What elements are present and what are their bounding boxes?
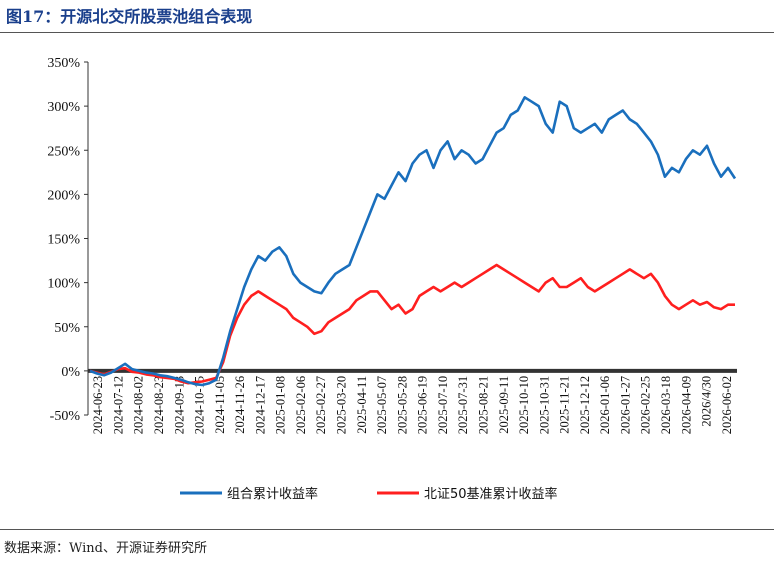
index-series-line: [89, 263, 735, 385]
x-tick-label: 2024-06-23: [91, 376, 105, 434]
x-tick-label: 2024-11-05: [213, 376, 227, 434]
figure-title: 图17：开源北交所股票池组合表现: [6, 7, 253, 26]
y-axis: 350% 300% 250% 200% 150% 100% 50% 0% -50%: [47, 56, 89, 424]
y-tick-label: 300%: [47, 100, 80, 115]
x-tick-label: 2025-04-11: [355, 376, 369, 434]
legend-label-index: 北证50基准累计收益率: [424, 486, 558, 502]
x-tick-label: 2025-08-21: [477, 376, 491, 434]
x-tick-label: 2026/4/30: [700, 376, 714, 427]
x-tick-label: 2025-12-12: [578, 376, 592, 434]
x-tick-label: 2026-01-06: [598, 376, 612, 434]
x-tick-label: 2025-03-20: [335, 376, 349, 434]
zero-axis-band: [88, 368, 737, 373]
x-tick-label: 2025-02-06: [294, 376, 308, 434]
x-tick-label: 2025-11-21: [558, 376, 572, 434]
x-tick-label: 2025-05-28: [395, 376, 409, 434]
y-tick-label: 150%: [47, 233, 80, 248]
x-tick-label: 2025-10-31: [537, 376, 551, 434]
portfolio-series-line: [89, 96, 737, 387]
x-axis: 2024-06-23 2024-07-12 2024-08-02 2024-08-23…: [88, 368, 737, 434]
x-tick-label: 2025-10-10: [517, 376, 531, 434]
legend: 组合累计收益率 北证50基准累计收益率: [180, 486, 558, 502]
y-tick-label: 50%: [54, 321, 80, 336]
x-tick-label: 2024-12-17: [253, 376, 267, 434]
line-chart: 350% 300% 250% 200% 150% 100% 50% 0% -50% 2024-0…: [47, 56, 737, 502]
source-note: 数据来源：Wind、开源证券研究所: [4, 541, 207, 556]
x-tick-label: 2026-06-02: [720, 376, 734, 434]
x-tick-label: 2024-08-23: [152, 376, 166, 434]
y-tick-label: -50%: [50, 409, 81, 424]
x-tick-label: 2025-07-10: [436, 376, 450, 434]
x-tick-label: 2026-01-27: [619, 376, 633, 434]
x-tick-label: 2025-06-19: [416, 376, 430, 434]
x-tick-label: 2026-04-09: [679, 376, 693, 434]
x-tick-label: 2024-07-12: [111, 376, 125, 434]
x-tick-label: 2024-11-26: [233, 376, 247, 434]
y-tick-label: 0%: [61, 365, 80, 380]
source-rule: [0, 529, 774, 530]
y-tick-label: 350%: [47, 56, 80, 71]
series-layer: [89, 96, 737, 387]
x-tick-label: 2024-09-13: [172, 376, 186, 434]
y-tick-label: 200%: [47, 188, 80, 203]
x-tick-label: 2025-09-11: [497, 376, 511, 434]
x-tick-label: 2025-07-31: [456, 376, 470, 434]
title-rule: [0, 32, 774, 33]
x-tick-label: 2024-08-02: [132, 376, 146, 434]
x-tick-label: 2025-05-07: [375, 376, 389, 434]
y-tick-label: 100%: [47, 277, 80, 292]
x-tick-label: 2026-02-25: [639, 376, 653, 434]
x-tick-label: 2025-01-08: [274, 376, 288, 434]
x-tick-label: 2025-02-27: [314, 376, 328, 434]
x-tick-label: 2026-03-18: [659, 376, 673, 434]
legend-label-portfolio: 组合累计收益率: [227, 486, 318, 502]
y-tick-label: 250%: [47, 144, 80, 159]
x-tick-label: 2024-10-15: [193, 376, 207, 434]
